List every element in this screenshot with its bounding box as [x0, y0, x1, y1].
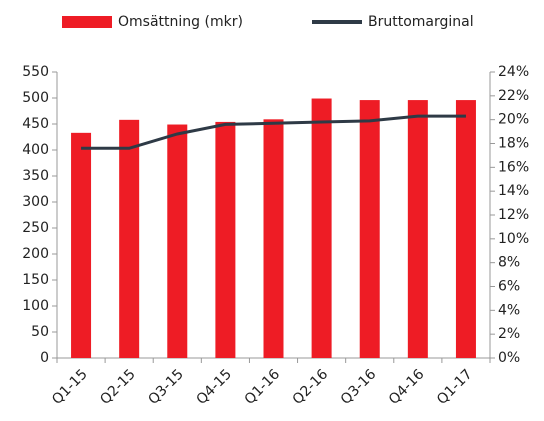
y2-tick-label: 14%: [498, 183, 529, 199]
y2-tick-label: 18%: [498, 136, 529, 152]
y2-tick-label: 20%: [498, 112, 529, 128]
x-tick-label: Q2-16: [290, 366, 332, 408]
bar: [71, 132, 92, 358]
y2-tick-label: 2%: [498, 326, 520, 342]
y-tick-label: 150: [22, 272, 49, 288]
x-tick-label: Q1-15: [49, 366, 91, 408]
bar: [215, 121, 236, 358]
y-tick-label: 50: [31, 324, 49, 340]
bar: [311, 98, 332, 359]
y2-tick-label: 0%: [498, 350, 520, 366]
y-tick-label: 400: [22, 142, 49, 158]
legend-label: Omsättning (mkr): [118, 14, 243, 30]
x-tick-label: Q4-16: [386, 366, 428, 408]
bar: [455, 100, 476, 358]
y-tick-label: 500: [22, 90, 49, 106]
x-tick-label: Q3-15: [145, 366, 187, 408]
y-tick-label: 100: [22, 298, 49, 314]
x-tick-label: Q1-17: [434, 366, 476, 408]
legend-label: Bruttomarginal: [368, 14, 474, 30]
y-tick-label: 450: [22, 116, 49, 132]
bar: [167, 124, 188, 359]
bar: [359, 100, 380, 358]
y2-tick-label: 10%: [498, 231, 529, 247]
y-tick-label: 300: [22, 194, 49, 210]
y2-tick-label: 22%: [498, 88, 529, 104]
x-tick-label: Q3-16: [338, 366, 380, 408]
y2-tick-label: 4%: [498, 302, 520, 318]
y2-tick-label: 16%: [498, 159, 529, 175]
bar: [263, 119, 284, 358]
y-tick-label: 0: [40, 350, 49, 366]
y-tick-label: 550: [22, 64, 49, 80]
y2-tick-label: 6%: [498, 279, 520, 295]
y2-tick-label: 12%: [498, 207, 529, 223]
bar: [119, 119, 140, 358]
y-tick-label: 200: [22, 246, 49, 262]
x-tick-label: Q4-15: [193, 366, 235, 408]
y2-tick-label: 8%: [498, 255, 520, 271]
y-tick-label: 350: [22, 168, 49, 184]
x-tick-label: Q2-15: [97, 366, 139, 408]
bar: [407, 100, 428, 358]
y2-tick-label: 24%: [498, 64, 529, 80]
y-tick-label: 250: [22, 220, 49, 236]
legend-swatch: [62, 16, 112, 28]
line: [81, 114, 466, 150]
x-tick-label: Q1-16: [242, 366, 284, 408]
